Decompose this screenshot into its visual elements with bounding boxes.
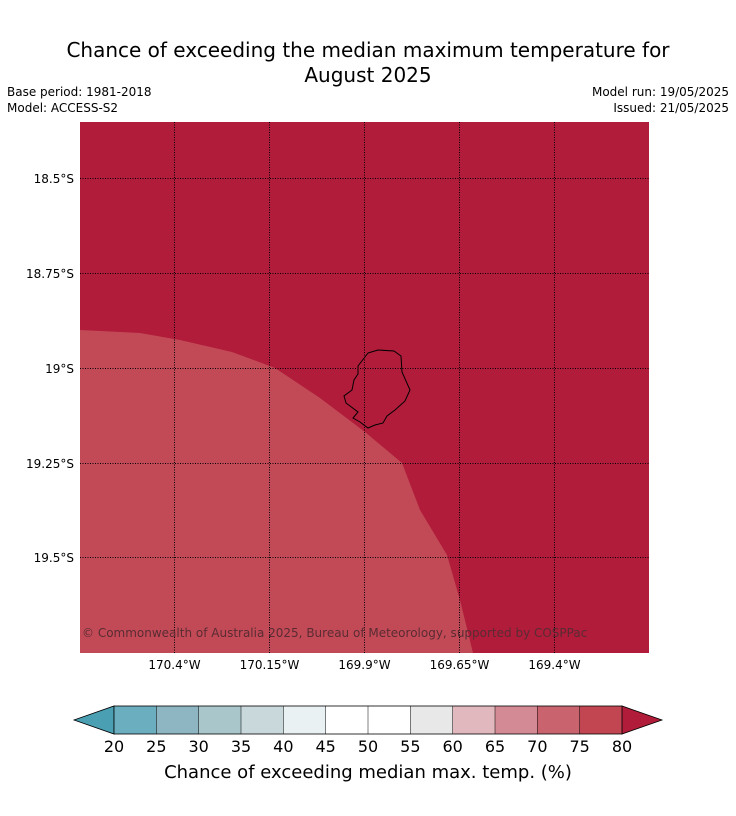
colorbar-tick-label: 25	[146, 737, 166, 756]
title-line-1: Chance of exceeding the median maximum t…	[66, 38, 670, 62]
lon-labels: 170.4°W 170.15°W 169.9°W 169.65°W 169.4°…	[148, 658, 580, 672]
colorbar-frame	[113, 705, 623, 735]
colorbar-segment	[198, 706, 242, 734]
model-text: Model: ACCESS-S2	[7, 101, 119, 115]
colorbar-segments	[114, 706, 623, 734]
meta-left: Base period: 1981-2018 Model: ACCESS-S2	[7, 84, 152, 116]
colorbar-tick-labels: 20 25 30 35 40 45 50 55 60 65 70 75 80	[104, 737, 632, 756]
colorbar-segment	[368, 706, 411, 734]
colorbar-tick-label: 55	[400, 737, 420, 756]
colorbar-tick-label: 60	[442, 737, 462, 756]
gridlines	[80, 122, 649, 653]
colorbar-tick-label: 75	[569, 737, 589, 756]
colorbar-segment	[495, 706, 538, 734]
colorbar-tick-label: 30	[188, 737, 208, 756]
colorbar-segment	[410, 706, 453, 734]
map-panel: © Commonwealth of Australia 2025, Bureau…	[80, 122, 649, 653]
lat-label: 19°S	[45, 362, 74, 376]
colorbar-segment	[283, 706, 326, 734]
colorbar-tick-label: 35	[231, 737, 251, 756]
colorbar-segment	[241, 706, 284, 734]
colorbar-segment	[114, 706, 157, 734]
colorbar-tick-label: 80	[612, 737, 632, 756]
title-line-2: August 2025	[304, 63, 432, 87]
lon-label: 170.4°W	[148, 658, 200, 672]
colorbar-tick-label: 50	[358, 737, 378, 756]
colorbar-segment	[537, 706, 580, 734]
colorbar-tick-label: 20	[104, 737, 124, 756]
lat-label: 18.75°S	[26, 267, 74, 281]
colorbar-tick-label: 70	[527, 737, 547, 756]
lat-label: 18.5°S	[34, 172, 74, 186]
colorbar-segment	[579, 706, 623, 734]
meta-right: Model run: 19/05/2025 Issued: 21/05/2025	[592, 84, 729, 116]
colorbar-high-extend	[621, 705, 664, 735]
lat-label: 19.5°S	[34, 551, 74, 565]
lat-label: 19.25°S	[26, 457, 74, 471]
lon-label: 169.4°W	[528, 658, 580, 672]
model-run-text: Model run: 19/05/2025	[591, 85, 729, 99]
colorbar-low-extend	[72, 705, 115, 735]
map-title: Chance of exceeding the median maximum t…	[0, 38, 736, 88]
colorbar-tick-label: 40	[273, 737, 293, 756]
lon-label: 170.15°W	[240, 658, 300, 672]
colorbar-segment	[325, 706, 369, 734]
island-outline	[343, 349, 411, 429]
colorbar-tick-label: 45	[315, 737, 335, 756]
colorbar: 20 25 30 35 40 45 50 55 60 65 70 75 80 Chance of exc…	[72, 705, 664, 783]
colorbar-segment	[156, 706, 199, 734]
issued-text: Issued: 21/05/2025	[613, 101, 729, 115]
lon-label: 169.9°W	[338, 658, 390, 672]
inner-region	[80, 330, 473, 653]
colorbar-segment	[452, 706, 496, 734]
lat-labels: 18.5°S 18.75°S 19°S 19.25°S 19.5°S	[26, 172, 74, 565]
colorbar-tick-label: 65	[485, 737, 505, 756]
lon-label: 169.65°W	[430, 658, 490, 672]
colorbar-label: Chance of exceeding median max. temp. (%…	[164, 762, 572, 783]
copyright-text: © Commonwealth of Australia 2025, Bureau…	[82, 626, 587, 640]
base-period-text: Base period: 1981-2018	[7, 85, 152, 99]
